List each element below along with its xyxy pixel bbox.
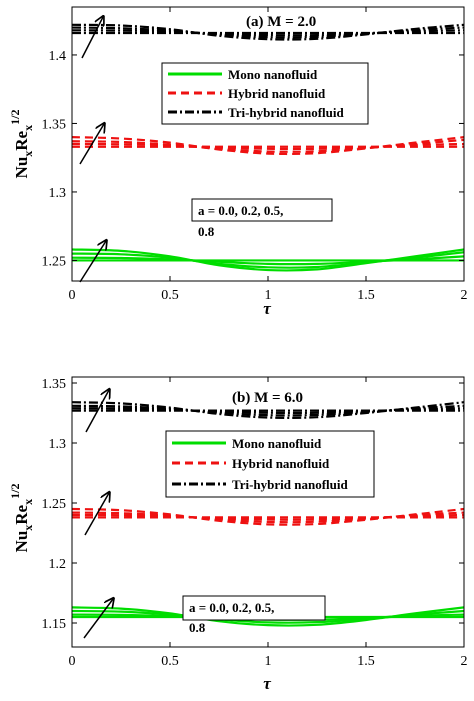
panel-b-series-1-curve-a-0.8 — [72, 507, 464, 526]
panel-a-series-1-curve-a-0.8 — [72, 136, 464, 156]
panel-a-y-tick-label: 1.35 — [42, 117, 67, 132]
panel-a-title: (a) M = 2.0 — [246, 14, 316, 30]
panel-b: 0 0.5 1 1.5 2 1.15 1.2 1.25 1.3 1.35 (b) M = 6.0… — [8, 376, 468, 693]
panel-a-legend-label-trihybrid: Tri-hybrid nanofluid — [228, 105, 344, 120]
panel-b-parameter-box — [182, 595, 326, 621]
panel-b-legend: Mono nanofluid Hybrid nanofluid Tri-hybr… — [165, 430, 375, 498]
panel-a-curves — [72, 23, 464, 272]
panel-a-y-ticks: 1.25 1.3 1.35 1.4 — [42, 49, 464, 269]
panel-b-y-tick-label: 1.25 — [42, 497, 67, 512]
panel-b-legend-label-hybrid: Hybrid nanofluid — [232, 456, 330, 471]
panel-b-series-0-curve-a-0.8 — [72, 606, 464, 627]
panel-a-arrow-mono — [79, 241, 106, 283]
panel-a-x-axis-label: τ — [263, 299, 271, 318]
panel-b-x-tick-label: 0 — [69, 654, 76, 669]
panel-a-x-ticks: 0 0.5 1 1.5 2 — [69, 7, 468, 303]
panel-a-legend-label-mono: Mono nanofluid — [228, 67, 318, 82]
panel-b-y-tick-label: 1.15 — [42, 617, 67, 632]
panel-b-y-tick-label: 1.35 — [42, 377, 67, 392]
panel-a-parameter-text-line1: a = 0.0, 0.2, 0.5, — [198, 203, 283, 218]
panel-b-title: (b) M = 6.0 — [232, 390, 303, 406]
panel-a-arrow-trihybrid — [81, 17, 103, 59]
panel-a-arrow-hybrid — [79, 124, 104, 165]
panel-a-legend: Mono nanofluid Hybrid nanofluid Tri-hybr… — [161, 62, 369, 125]
panel-b-x-axis-label: τ — [263, 674, 271, 693]
panel-a-x-tick-label: 2 — [461, 288, 468, 303]
panel-b-curves — [72, 401, 464, 627]
panel-a-y-tick-label: 1.25 — [42, 254, 67, 269]
panel-a-y-tick-label: 1.4 — [49, 49, 67, 64]
panel-b-arrow-hybrid — [84, 493, 109, 536]
panel-a-x-tick-label: 1 — [265, 288, 272, 303]
panel-a-parameter-text-line2: 0.8 — [198, 224, 215, 239]
panel-b-arrow-mono — [83, 599, 113, 639]
panel-b-y-ticks: 1.15 1.2 1.25 1.3 1.35 — [42, 377, 464, 632]
panel-a-y-tick-label: 1.3 — [49, 186, 67, 201]
panel-a-arrows — [79, 17, 106, 283]
panel-b-x-tick-label: 1.5 — [357, 654, 375, 669]
panel-b-arrow-trihybrid — [85, 390, 109, 433]
panel-a-legend-label-hybrid: Hybrid nanofluid — [228, 86, 326, 101]
panel-b-parameter-text-line1: a = 0.0, 0.2, 0.5, — [189, 600, 274, 615]
panel-b-x-tick-label: 0.5 — [161, 654, 179, 669]
panel-a-x-tick-label: 0 — [69, 288, 76, 303]
panel-b-parameter-annotation: a = 0.0, 0.2, 0.5, 0.8 — [182, 595, 326, 635]
panel-a-parameter-annotation: a = 0.0, 0.2, 0.5, 0.8 — [191, 198, 333, 239]
panel-b-arrows — [83, 390, 113, 639]
panel-b-legend-label-mono: Mono nanofluid — [232, 436, 322, 451]
panel-a: 0 0.5 1 1.5 2 1.25 1.3 1.35 1.4 (a) M = 2.0 Mon… — [8, 6, 468, 318]
panel-b-parameter-text-line2: 0.8 — [189, 620, 206, 635]
panel-b-y-tick-label: 1.2 — [49, 557, 67, 572]
panel-b-series-2-curve-a-0.8 — [72, 401, 464, 419]
panel-b-legend-label-trihybrid: Tri-hybrid nanofluid — [232, 477, 348, 492]
panel-b-x-tick-label: 2 — [461, 654, 468, 669]
panel-b-x-tick-label: 1 — [265, 654, 272, 669]
panel-a-y-axis-label: NuxRex1/2 — [8, 110, 35, 179]
panel-b-x-ticks: 0 0.5 1 1.5 2 — [69, 377, 468, 669]
panel-a-parameter-box — [191, 198, 333, 222]
panel-a-series-0-curve-a-0.8 — [72, 248, 464, 272]
panel-b-y-tick-label: 1.3 — [49, 437, 67, 452]
panel-a-x-tick-label: 0.5 — [161, 288, 179, 303]
panel-a-x-tick-label: 1.5 — [357, 288, 375, 303]
panel-a-series-2-curve-a-0.8 — [72, 23, 464, 41]
